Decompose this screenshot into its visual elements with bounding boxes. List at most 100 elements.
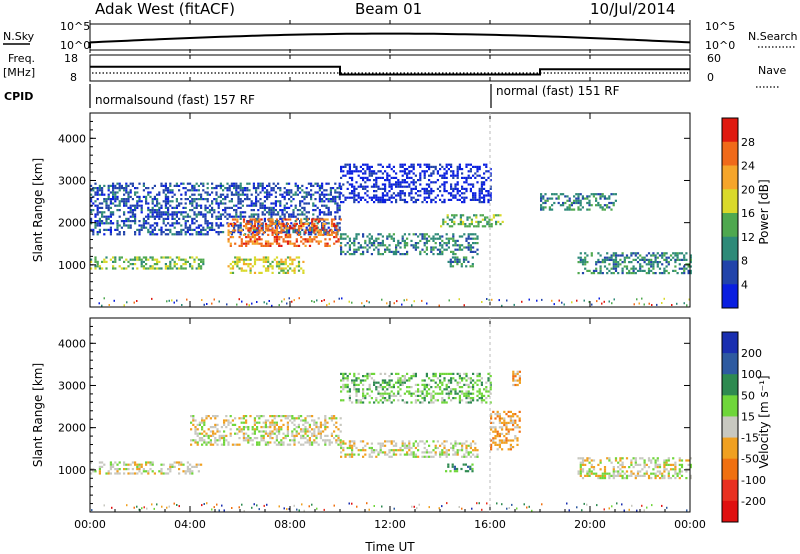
power-cbar-swatch [722,260,738,285]
echo-cell [285,202,288,205]
echo-cell [346,181,349,184]
echo-cell [542,201,545,205]
echo-cell [658,470,662,473]
echo-cell [282,238,285,241]
echo-cell [366,235,369,238]
echo-cell [475,225,478,228]
clutter-cell [356,505,358,508]
echo-cell [286,218,290,221]
echo-cell [548,208,551,211]
echo-cell [330,417,333,420]
echo-cell [388,440,391,443]
echo-cell [284,227,287,230]
clutter-cell [541,298,543,301]
echo-cell [134,256,137,259]
echo-cell [439,235,442,238]
echo-cell [639,267,642,270]
echo-cell [614,199,617,202]
echo-cell [313,439,316,442]
echo-cell [447,392,450,395]
echo-cell [581,461,585,464]
echo-cell [327,213,330,216]
clutter-cell [671,304,673,306]
echo-cell [395,453,398,456]
echo-cell [264,258,268,261]
echo-cell [338,222,341,225]
echo-cell [355,390,358,393]
echo-cell [116,463,119,466]
echo-cell [410,239,413,242]
echo-cell [304,229,307,232]
echo-cell [632,269,635,272]
echo-cell [628,269,631,272]
echo-cell [311,225,314,228]
echo-cell [443,168,446,171]
echo-cell [370,449,373,452]
clutter-cell [321,300,323,302]
echo-cell [129,226,132,229]
echo-cell [410,392,413,395]
echo-cell [687,263,690,266]
echo-cell [241,191,244,194]
echo-cell [278,415,281,418]
clutter-cell [263,504,265,507]
echo-cell [685,263,688,266]
echo-cell [178,461,181,464]
echo-cell [297,423,300,426]
echo-cell [412,244,415,247]
cpid-text-1: normalsound (fast) 157 RF [95,93,255,107]
echo-cell [503,421,506,424]
echo-cell [386,383,389,386]
echo-cell [384,372,387,375]
echo-cell [647,466,651,469]
nsky-label: N.Sky [3,30,35,43]
echo-cell [160,204,163,207]
echo-cell [325,198,328,201]
echo-cell [217,195,220,198]
echo-cell [107,217,110,220]
echo-cell [443,187,446,190]
echo-cell [390,394,393,397]
echo-cell [315,441,318,444]
echo-cell [204,228,207,231]
echo-cell [318,211,321,214]
echo-cell [184,202,187,205]
echo-cell [623,258,626,261]
echo-cell [384,183,387,186]
echo-cell [340,176,343,179]
echo-cell [625,470,629,473]
echo-cell [271,421,274,424]
echo-cell [423,187,426,190]
echo-cell [317,220,320,223]
echo-cell [680,470,684,473]
echo-cell [489,392,492,395]
echo-cell [218,430,221,433]
echo-cell [237,206,240,209]
clutter-cell [676,302,678,305]
clutter-cell [598,297,600,300]
echo-cell [197,211,200,214]
echo-cell [220,426,223,429]
echo-cell [293,419,296,422]
echo-cell [201,437,204,440]
echo-cell [138,195,141,198]
echo-cell [674,468,677,471]
echo-cell [353,250,356,253]
echo-cell [202,228,205,231]
echo-cell [399,242,402,245]
echo-cell [490,446,493,449]
echo-cell [229,242,232,245]
echo-cell [386,165,389,168]
echo-cell [147,470,150,473]
echo-cell [194,428,197,431]
echo-cell [490,413,493,416]
echo-cell [315,225,318,228]
velocity-data-layer [90,370,692,512]
echo-cell [178,468,181,471]
echo-cell [498,443,501,446]
echo-cell [253,437,256,440]
echo-cell [456,190,459,193]
echo-cell [131,213,134,216]
